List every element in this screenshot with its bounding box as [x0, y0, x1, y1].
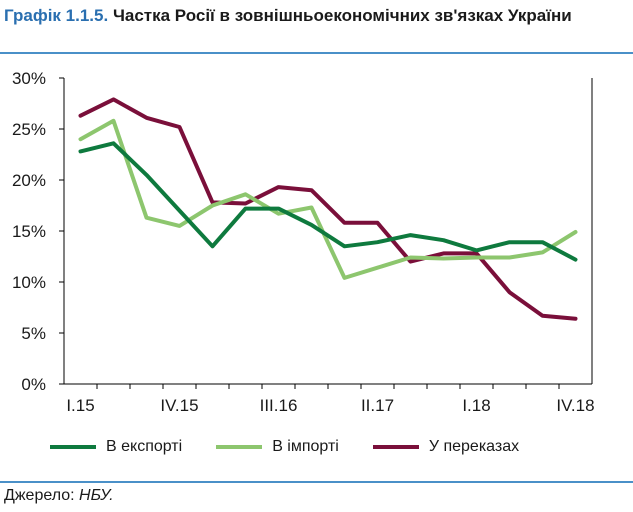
legend-label-export: В експорті	[106, 438, 183, 455]
legend-swatch-remittances	[372, 445, 419, 449]
y-tick-label: 0%	[21, 375, 46, 394]
x-tick-label: II.17	[361, 396, 394, 415]
title-divider	[0, 52, 633, 54]
series-line-export	[78, 141, 578, 262]
source-note: Джерело: НБУ.	[4, 487, 114, 505]
y-tick-label: 5%	[21, 324, 46, 343]
legend-item-export: В експорті	[50, 438, 182, 456]
chart-legend: В експорті В імпорті У переказах	[50, 434, 630, 460]
y-tick-label: 15%	[12, 222, 46, 241]
legend-item-remittances: У переказах	[372, 438, 520, 456]
figure-title: Частка Росії в зовнішньоекономічних зв'я…	[112, 6, 572, 25]
y-tick-label: 20%	[12, 171, 46, 190]
chart-series	[78, 97, 578, 321]
x-tick-label: III.16	[260, 396, 298, 415]
source-divider	[0, 481, 633, 483]
chart-title: Графік 1.1.5. Частка Росії в зовнішньоек…	[4, 6, 624, 26]
legend-label-remittances: У переказах	[428, 438, 520, 455]
chart-axes: 0% 5% 10% 15% 20% 25% 30% I.15 IV.15 III.16 II.17 I…	[12, 69, 595, 415]
legend-swatch-export	[50, 445, 96, 449]
x-tick-label: I.18	[462, 396, 490, 415]
x-tick-label: I.15	[66, 396, 94, 415]
source-label: Джерело:	[4, 487, 75, 504]
series-line-import	[78, 118, 578, 280]
series-line-remittances	[78, 97, 578, 321]
legend-swatch-import	[216, 445, 263, 449]
y-tick-label: 10%	[12, 273, 46, 292]
y-tick-label: 30%	[12, 69, 46, 88]
legend-item-import: В імпорті	[216, 438, 339, 456]
source-value: НБУ.	[79, 487, 114, 504]
line-chart: 0% 5% 10% 15% 20% 25% 30% I.15 IV.15 III.16 II.17 I…	[12, 69, 595, 415]
x-tick-label: IV.18	[556, 396, 594, 415]
x-tick-label: IV.15	[160, 396, 198, 415]
figure-label: Графік 1.1.5.	[4, 6, 109, 25]
legend-label-import: В імпорті	[272, 438, 339, 455]
y-tick-label: 25%	[12, 120, 46, 139]
